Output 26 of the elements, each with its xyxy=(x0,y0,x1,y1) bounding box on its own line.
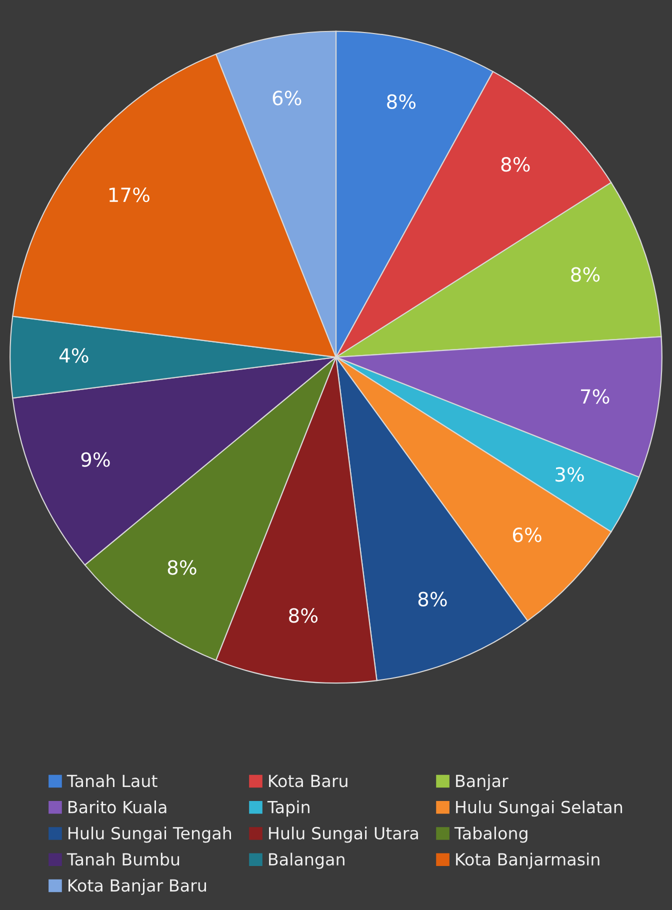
legend-label: Tapin xyxy=(267,800,310,817)
data-label: 8% xyxy=(501,157,530,172)
data-label: 6% xyxy=(512,528,542,542)
data-label: 8% xyxy=(168,560,196,575)
legend-label: Banjar xyxy=(456,774,508,790)
data-label: 9% xyxy=(81,452,110,467)
legend-label: Balangan xyxy=(269,852,344,869)
legend-label: Kota Banjarmasin xyxy=(456,852,600,869)
data-label: 8% xyxy=(571,267,600,282)
legend-label: Hulu Sungai Selatan xyxy=(456,800,622,817)
data-label: 8% xyxy=(289,608,318,623)
data-label: 8% xyxy=(387,94,416,109)
legend-label: Kota Banjar Baru xyxy=(68,878,206,895)
legend-label: Hulu Sungai Utara xyxy=(269,826,418,843)
legend-label: Hulu Sungai Tengah xyxy=(68,826,232,843)
data-label: 7% xyxy=(581,389,610,404)
data-label: 3% xyxy=(556,467,584,482)
legend-label: Barito Kuala xyxy=(68,800,166,814)
data-label: 4% xyxy=(59,348,88,363)
data-label: 8% xyxy=(418,592,447,606)
legend-label: Kota Baru xyxy=(269,774,348,788)
data-label: 17% xyxy=(109,187,150,202)
data-label: 6% xyxy=(272,90,302,106)
legend-label: Tanah Bumbu xyxy=(66,852,180,866)
legend-label: Tanah Laut xyxy=(66,774,158,788)
legend-label: Tabalong xyxy=(454,826,528,843)
